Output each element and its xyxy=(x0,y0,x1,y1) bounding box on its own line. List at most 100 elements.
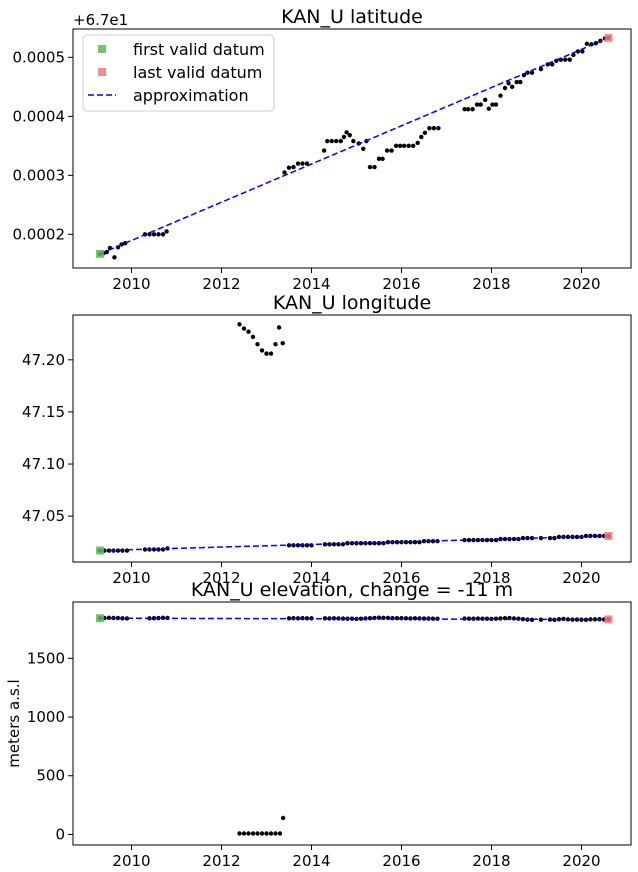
y-tick-label: 0 xyxy=(55,825,65,843)
data-point xyxy=(462,107,467,112)
data-point xyxy=(250,831,256,836)
subplot-title: KAN_U elevation, change = -11 m xyxy=(191,579,513,601)
y-tick-label: 0.0002 xyxy=(13,225,66,243)
data-point xyxy=(502,85,508,91)
x-tick-label: 2014 xyxy=(292,275,330,293)
data-point xyxy=(580,49,585,54)
data-point xyxy=(341,134,347,140)
data-point xyxy=(393,143,399,149)
data-point xyxy=(422,130,428,136)
data-point xyxy=(237,831,242,836)
data-point xyxy=(329,138,334,144)
x-tick-label: 2016 xyxy=(382,569,420,587)
data-point xyxy=(411,143,416,149)
first-valid-marker xyxy=(96,546,104,555)
data-point xyxy=(291,164,296,170)
legend-label: first valid datum xyxy=(133,40,265,59)
data-point xyxy=(268,351,274,356)
data-point xyxy=(255,341,260,347)
subplot-2: KAN_U longitude 2010 2012 2014 2016 2018 2020 4… xyxy=(22,292,632,587)
data-point xyxy=(334,138,339,144)
y-tick-label: 47.20 xyxy=(22,351,65,369)
data-point xyxy=(112,255,117,260)
approximation-line xyxy=(99,535,609,552)
data-point xyxy=(241,326,247,331)
data-points xyxy=(97,322,611,553)
x-tick-label: 2020 xyxy=(562,569,600,587)
data-point xyxy=(478,102,483,107)
data-point xyxy=(156,232,161,237)
axes-frame xyxy=(72,601,632,846)
last-valid-marker xyxy=(604,531,613,540)
y-tick-label: 0.0004 xyxy=(13,107,66,125)
data-point xyxy=(406,143,411,149)
x-tick-label: 2014 xyxy=(292,852,330,870)
data-point xyxy=(273,341,278,347)
data-point xyxy=(427,125,432,131)
data-point xyxy=(518,79,523,85)
axes-frame xyxy=(72,28,632,269)
data-point xyxy=(563,57,568,62)
data-point xyxy=(498,616,503,621)
x-tick-label: 2020 xyxy=(562,852,600,870)
last-valid-marker xyxy=(604,33,613,42)
first-valid-marker xyxy=(96,249,104,258)
data-point xyxy=(151,616,157,621)
data-point xyxy=(273,831,278,836)
x-tick-label: 2012 xyxy=(202,569,240,587)
data-point xyxy=(415,140,420,146)
data-point xyxy=(402,143,407,149)
data-point xyxy=(351,138,356,144)
y-tick-label: 47.10 xyxy=(22,455,65,473)
approximation-line xyxy=(99,37,609,255)
data-point xyxy=(164,229,169,234)
data-point xyxy=(250,334,256,340)
x-tick-label: 2012 xyxy=(202,275,240,293)
x-tick-label: 2014 xyxy=(292,569,330,587)
data-point xyxy=(510,84,515,90)
x-tick-label: 2018 xyxy=(472,852,510,870)
data-point xyxy=(470,107,475,112)
data-point xyxy=(300,161,305,166)
last-valid-marker xyxy=(604,615,613,624)
data-point xyxy=(361,146,366,151)
axes-frame xyxy=(72,314,632,563)
legend-marker xyxy=(98,45,106,53)
data-point xyxy=(106,548,112,553)
data-point xyxy=(380,156,385,162)
x-tick-label: 2010 xyxy=(112,569,150,587)
axis-offset-text: +6.7e1 xyxy=(73,11,128,29)
data-point xyxy=(399,616,404,621)
data-point xyxy=(276,325,282,330)
data-point xyxy=(389,148,394,153)
data-point xyxy=(538,66,544,72)
data-point xyxy=(246,329,251,334)
data-point xyxy=(529,70,535,75)
first-valid-marker xyxy=(96,614,104,623)
legend-marker xyxy=(98,68,106,76)
data-point xyxy=(280,340,285,346)
data-point xyxy=(104,249,109,255)
data-point xyxy=(367,164,373,170)
legend-box xyxy=(82,34,275,112)
data-point xyxy=(584,41,590,46)
x-tick-label: 2010 xyxy=(112,275,150,293)
y-tick-label: 1500 xyxy=(27,649,65,667)
data-point xyxy=(347,133,352,138)
data-point xyxy=(506,81,511,86)
data-point xyxy=(259,831,265,836)
data-point xyxy=(567,57,572,62)
data-point xyxy=(255,831,260,836)
data-point xyxy=(280,815,286,821)
data-point xyxy=(277,831,283,836)
data-point xyxy=(486,106,491,111)
data-point xyxy=(325,138,330,144)
y-tick-label: 47.15 xyxy=(22,403,65,421)
data-point xyxy=(268,831,274,836)
x-tick-label: 2016 xyxy=(382,852,420,870)
data-point xyxy=(498,93,503,98)
x-tick-label: 2020 xyxy=(562,275,600,293)
legend: first valid datum last valid datum approxi… xyxy=(82,34,275,112)
subplot-title: KAN_U latitude xyxy=(281,6,423,28)
